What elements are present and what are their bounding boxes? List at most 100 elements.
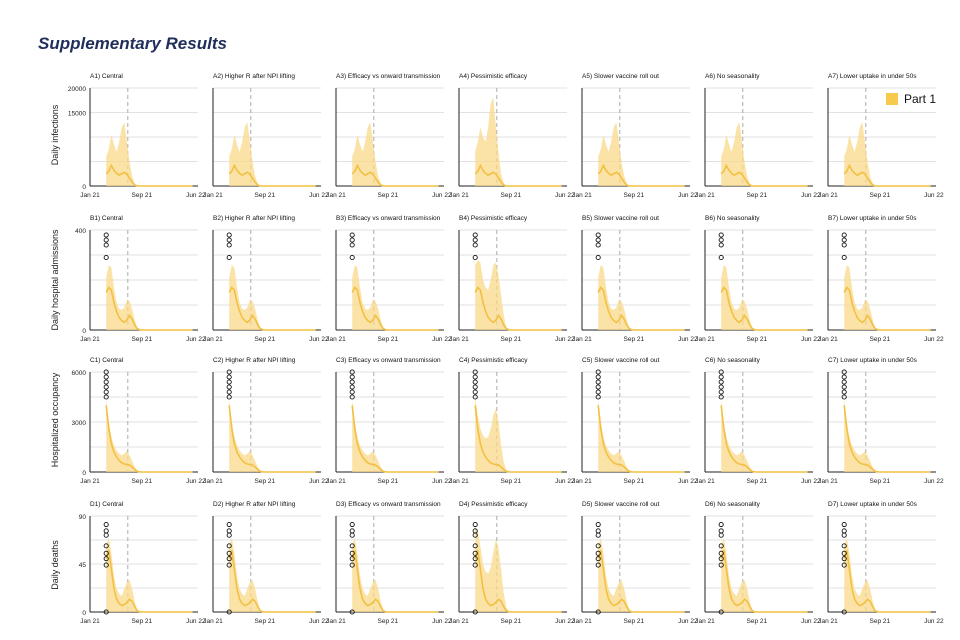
observed-point — [472, 232, 478, 238]
uncertainty-band — [598, 122, 685, 186]
y-tick-label: 3000 — [72, 420, 87, 427]
observed-point — [103, 562, 109, 568]
y-tick-label: 400 — [75, 228, 86, 235]
observed-point — [595, 609, 601, 615]
observed-point — [103, 550, 109, 556]
uncertainty-band — [229, 122, 316, 186]
y-tick-label: 0 — [82, 328, 86, 335]
x-tick-label: Sep 21 — [747, 336, 768, 343]
median-line — [843, 286, 931, 331]
x-tick-label: Jun 22 — [186, 478, 206, 485]
y-axis-label: Daily infections — [50, 104, 60, 165]
observed-point — [841, 369, 847, 375]
panel-title: A3) Efficacy vs onward transmission — [336, 73, 441, 80]
y-tick-label: 20000 — [68, 86, 86, 93]
observed-point — [103, 384, 109, 390]
panel-title: A2) Higher R after NPI lifting — [213, 73, 295, 80]
x-tick-label: Jun 22 — [924, 618, 944, 625]
x-tick-label: Jan 21 — [572, 336, 592, 343]
observed-point — [718, 384, 724, 390]
observed-point — [103, 532, 109, 538]
y-tick-label: 90 — [79, 514, 87, 521]
uncertainty-band — [598, 265, 685, 330]
observed-point — [718, 609, 724, 615]
x-tick-label: Jan 21 — [572, 478, 592, 485]
uncertainty-band — [229, 537, 316, 612]
x-tick-label: Jun 22 — [186, 618, 206, 625]
observed-point — [103, 543, 109, 549]
x-tick-label: Jan 21 — [80, 192, 100, 199]
x-tick-label: Sep 21 — [501, 618, 522, 625]
observed-point — [349, 389, 355, 395]
median-line — [105, 405, 193, 473]
uncertainty-band — [721, 400, 808, 472]
panel-title: A4) Pessimistic efficacy — [459, 73, 528, 80]
panel-title: B5) Slower vaccine roll out — [582, 215, 659, 222]
observed-point — [841, 528, 847, 534]
observed-point — [349, 369, 355, 375]
x-tick-label: Sep 21 — [870, 336, 891, 343]
observed-point — [226, 384, 232, 390]
observed-point — [472, 521, 478, 528]
uncertainty-band — [475, 397, 562, 472]
x-tick-label: Jun 22 — [678, 192, 698, 199]
x-tick-label: Sep 21 — [624, 192, 645, 199]
observed-point — [103, 379, 109, 385]
x-tick-label: Jan 21 — [80, 336, 100, 343]
observed-point — [226, 237, 232, 243]
panel-title: B4) Pessimistic efficacy — [459, 215, 528, 222]
observed-point — [718, 369, 724, 375]
x-tick-label: Sep 21 — [870, 478, 891, 485]
observed-point — [226, 550, 232, 556]
observed-point — [595, 394, 601, 400]
observed-point — [718, 521, 724, 528]
panel-title: C7) Lower uptake in under 50s — [828, 357, 918, 364]
observed-point — [472, 394, 478, 400]
x-tick-label: Jan 21 — [818, 336, 838, 343]
x-tick-label: Jun 22 — [555, 478, 575, 485]
y-tick-label: 0 — [82, 470, 86, 477]
legend: Part 1 — [886, 92, 936, 106]
observed-point — [595, 232, 601, 238]
median-line — [228, 286, 316, 331]
median-line — [228, 163, 316, 187]
observed-point — [595, 254, 601, 261]
observed-point — [226, 379, 232, 385]
x-tick-label: Jun 22 — [801, 478, 821, 485]
observed-point — [103, 232, 109, 238]
observed-point — [595, 384, 601, 390]
observed-point — [226, 254, 232, 261]
median-line — [597, 163, 685, 187]
median-line — [720, 163, 808, 187]
observed-point — [349, 232, 355, 238]
x-tick-label: Jan 21 — [80, 478, 100, 485]
panel-title: C5) Slower vaccine roll out — [582, 357, 660, 364]
observed-point — [472, 543, 478, 549]
observed-point — [349, 543, 355, 549]
x-tick-label: Jun 22 — [678, 336, 698, 343]
observed-point — [841, 379, 847, 385]
x-tick-label: Sep 21 — [870, 618, 891, 625]
median-line — [597, 405, 685, 473]
observed-point — [349, 394, 355, 400]
x-tick-label: Jun 22 — [924, 478, 944, 485]
observed-point — [595, 379, 601, 385]
observed-point — [841, 374, 847, 380]
uncertainty-band — [475, 526, 562, 612]
observed-point — [103, 369, 109, 375]
observed-point — [841, 237, 847, 243]
median-line — [597, 286, 685, 331]
observed-point — [841, 550, 847, 556]
panel-title: A5) Slower vaccine roll out — [582, 73, 659, 80]
x-tick-label: Sep 21 — [624, 336, 645, 343]
observed-point — [226, 232, 232, 238]
x-tick-label: Jan 21 — [695, 618, 715, 625]
observed-point — [103, 242, 109, 248]
observed-point — [349, 609, 355, 615]
uncertainty-band — [352, 400, 439, 472]
uncertainty-band — [475, 260, 562, 330]
observed-point — [103, 556, 109, 562]
legend-swatch — [886, 93, 898, 105]
x-tick-label: Sep 21 — [501, 192, 522, 199]
observed-point — [226, 369, 232, 375]
